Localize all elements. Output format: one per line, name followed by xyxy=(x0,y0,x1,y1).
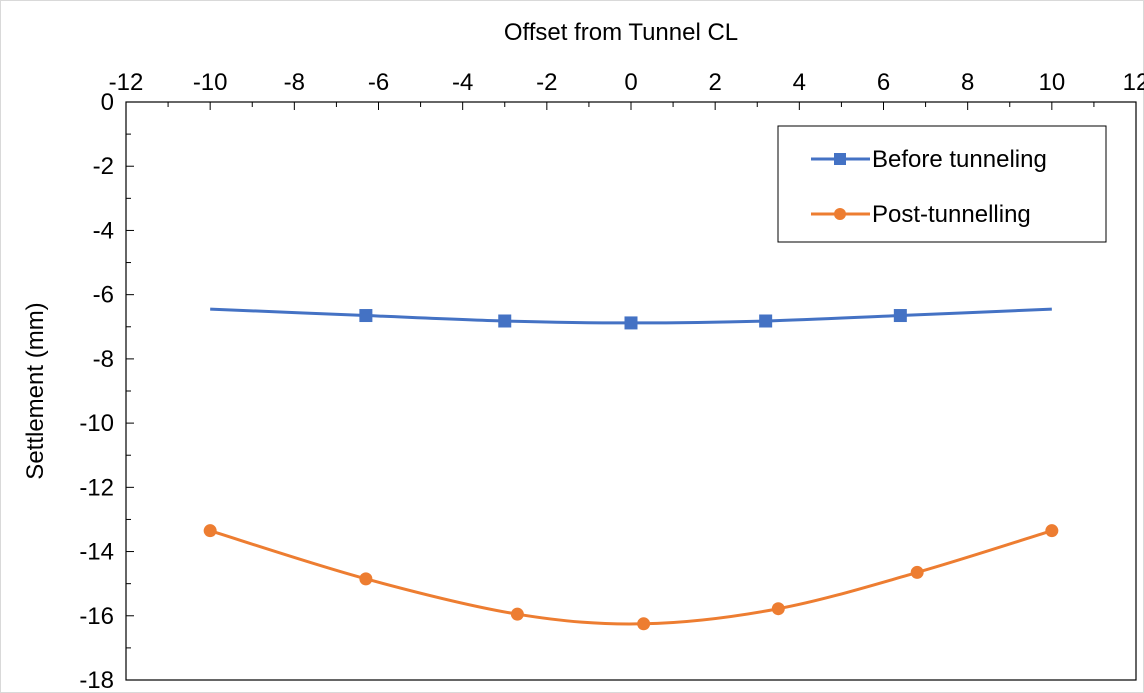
legend-entry: Post-tunnelling xyxy=(811,201,1031,228)
data-point xyxy=(893,309,907,323)
y-tick-label: -4 xyxy=(93,217,114,244)
x-tick-label: -2 xyxy=(536,69,557,96)
y-tick-label: -12 xyxy=(79,474,114,501)
x-tick-label: -6 xyxy=(368,69,389,96)
y-tick-label: -2 xyxy=(93,153,114,180)
y-axis-ticks xyxy=(126,101,134,681)
data-point xyxy=(510,607,524,621)
y-axis-tick-labels: 0 -2 -4 -6 -8 -10 -12 -14 -16 -18 xyxy=(79,89,114,693)
y-tick-label: -14 xyxy=(79,539,114,566)
data-point xyxy=(359,572,373,586)
x-axis-title: Offset from Tunnel CL xyxy=(504,19,738,46)
x-tick-label: 2 xyxy=(708,69,721,96)
x-tick-label: -12 xyxy=(109,69,144,96)
legend-box xyxy=(777,125,1107,243)
series-layer xyxy=(203,307,1059,631)
y-tick-label: -10 xyxy=(79,410,114,437)
x-tick-label: 10 xyxy=(1038,69,1065,96)
legend-label: Before tunneling xyxy=(872,146,1047,173)
data-point xyxy=(498,314,512,328)
data-point xyxy=(771,602,785,616)
series-0 xyxy=(210,307,1052,330)
x-tick-label: 6 xyxy=(877,69,890,96)
data-point xyxy=(759,314,773,328)
series-line xyxy=(209,529,1053,626)
data-point xyxy=(910,565,924,579)
x-tick-label: -4 xyxy=(452,69,473,96)
legend-marker xyxy=(834,208,846,220)
y-tick-label: 0 xyxy=(101,89,114,116)
y-tick-label: -8 xyxy=(93,346,114,373)
legend-entry: Before tunneling xyxy=(811,146,1047,173)
x-tick-label: 12 xyxy=(1123,69,1144,96)
x-tick-label: -8 xyxy=(284,69,305,96)
x-tick-label: 8 xyxy=(961,69,974,96)
x-tick-label: 0 xyxy=(624,69,637,96)
data-point xyxy=(203,524,217,538)
data-point xyxy=(1045,524,1059,538)
y-axis-title: Settlement (mm) xyxy=(22,302,49,479)
y-tick-label: -6 xyxy=(93,282,114,309)
x-tick-label: 4 xyxy=(793,69,806,96)
x-axis-ticks xyxy=(125,102,1137,110)
legend: Before tunneling Post-tunnelling xyxy=(777,125,1107,243)
x-axis-tick-labels: -12 -10 -8 -6 -4 -2 0 2 4 6 8 10 12 xyxy=(109,69,1144,96)
series-1 xyxy=(203,524,1059,631)
data-point xyxy=(637,617,651,631)
data-point xyxy=(359,309,373,323)
x-tick-label: -10 xyxy=(193,69,228,96)
data-point xyxy=(624,316,638,330)
legend-marker xyxy=(834,153,846,165)
y-tick-label: -16 xyxy=(79,603,114,630)
legend-label: Post-tunnelling xyxy=(872,201,1031,228)
y-tick-label: -18 xyxy=(79,667,114,693)
